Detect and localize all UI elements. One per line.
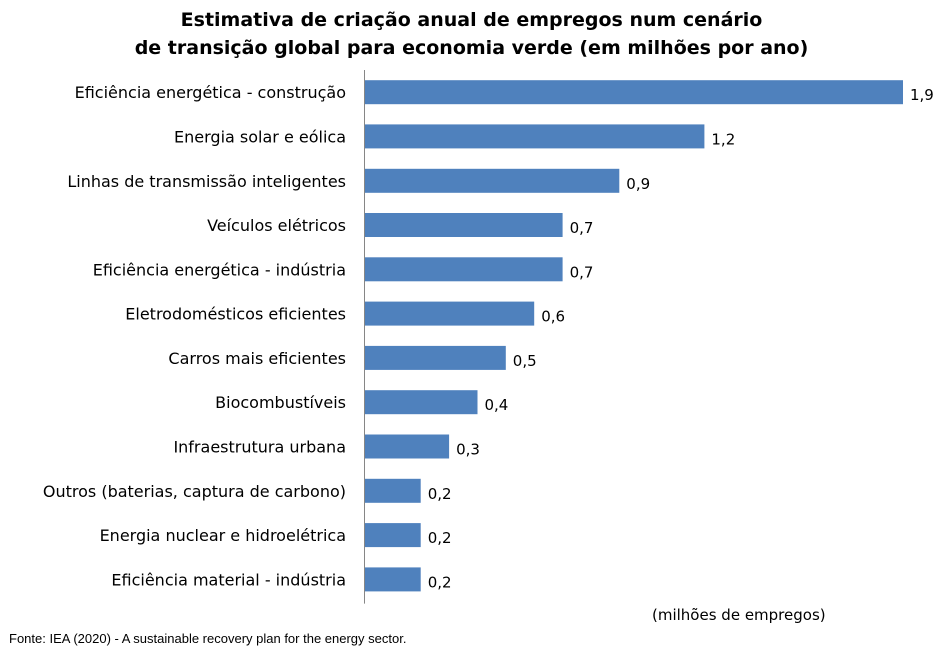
bar-2 xyxy=(364,124,705,149)
bar-12 xyxy=(364,567,421,592)
category-label-5: Eficiência energética - indústria xyxy=(93,260,346,279)
bar-10 xyxy=(364,478,421,503)
data-label-8: 0,4 xyxy=(485,396,509,414)
data-label-10: 0,2 xyxy=(428,485,452,503)
source-note: Fonte: IEA (2020) - A sustainable recove… xyxy=(9,631,407,646)
category-label-8: Biocombustíveis xyxy=(215,393,346,412)
category-label-4: Veículos elétricos xyxy=(207,216,346,235)
bar-7 xyxy=(364,345,506,370)
data-label-2: 1,2 xyxy=(711,130,735,148)
data-label-9: 0,3 xyxy=(456,441,480,459)
category-label-3: Linhas de transmissão inteligentes xyxy=(67,172,346,191)
data-label-3: 0,9 xyxy=(626,175,650,193)
bar-8 xyxy=(364,390,478,415)
chart-title: Estimativa de criação anual de empregos … xyxy=(0,6,943,62)
data-label-6: 0,6 xyxy=(541,308,565,326)
category-label-2: Energia solar e eólica xyxy=(174,127,346,146)
category-label-7: Carros mais eficientes xyxy=(168,349,346,368)
category-label-12: Eficiência material - indústria xyxy=(111,570,346,589)
bar-3 xyxy=(364,168,620,193)
bar-6 xyxy=(364,301,535,326)
bar-11 xyxy=(364,523,421,548)
data-label-4: 0,7 xyxy=(570,219,594,237)
bar-5 xyxy=(364,257,563,282)
category-label-9: Infraestrutura urbana xyxy=(173,438,346,457)
data-label-12: 0,2 xyxy=(428,573,452,591)
category-label-11: Energia nuclear e hidroelétrica xyxy=(100,526,346,545)
data-label-5: 0,7 xyxy=(570,263,594,281)
bar-4 xyxy=(364,213,563,237)
category-label-6: Eletrodomésticos eficientes xyxy=(125,305,346,324)
category-label-10: Outros (baterias, captura de carbono) xyxy=(43,482,346,501)
chart-title-line-2: de transição global para economia verde … xyxy=(134,37,809,59)
chart-title-line-1: Estimativa de criação anual de empregos … xyxy=(180,9,763,31)
data-label-7: 0,5 xyxy=(513,352,537,370)
bar-1 xyxy=(364,80,903,105)
category-label-1: Eficiência energética - construção xyxy=(75,83,346,102)
bar-9 xyxy=(364,434,450,459)
data-label-1: 1,9 xyxy=(910,86,934,104)
x-axis-unit-label: (milhões de empregos) xyxy=(652,606,826,624)
data-label-11: 0,2 xyxy=(428,529,452,547)
